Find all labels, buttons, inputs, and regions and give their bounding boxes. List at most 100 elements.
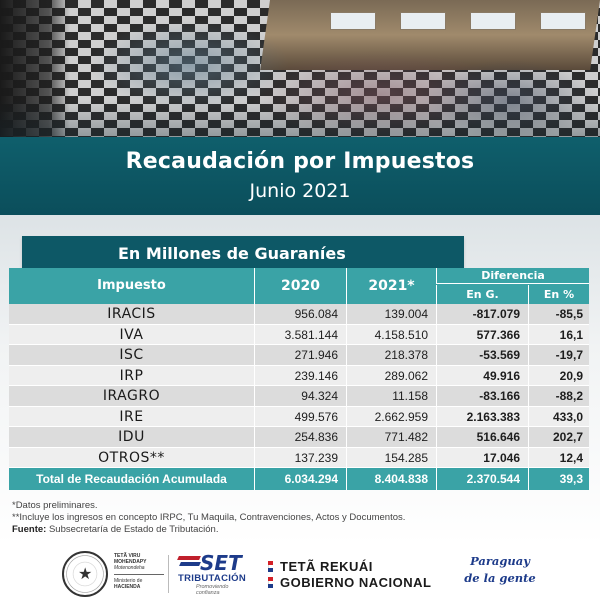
row-impuesto: ISC bbox=[119, 347, 144, 363]
row-2021: 289.062 bbox=[346, 365, 436, 386]
photo-shade bbox=[0, 100, 600, 140]
row-dif-pct: 16,1 bbox=[528, 324, 589, 345]
set-subtitle: TRIBUTACIÓN bbox=[178, 573, 247, 584]
col-2020: 2020 bbox=[254, 268, 346, 304]
col-impuesto: Impuesto bbox=[97, 278, 166, 293]
set-brand: SET bbox=[200, 551, 242, 575]
row-2021: 2.662.959 bbox=[346, 406, 436, 427]
table-row: ISC 271.946 218.378 -53.569 -19,7 bbox=[9, 345, 589, 366]
photo-shadow bbox=[0, 0, 70, 140]
table-header: Impuesto 2020 2021* Diferencia En G. En … bbox=[9, 268, 589, 304]
ministry-logo: TETÃ VIRU MOHENDAPY Motenondeha Minister… bbox=[114, 553, 164, 590]
row-2020: 239.146 bbox=[254, 365, 346, 386]
ministry-line: TETÃ VIRU bbox=[114, 553, 141, 559]
row-dif-g: -83.166 bbox=[436, 386, 528, 406]
gobierno-line-2: GOBIERNO NACIONAL bbox=[280, 575, 432, 590]
row-2021: 771.482 bbox=[346, 427, 436, 447]
total-2020: 6.034.294 bbox=[254, 468, 346, 490]
footnote-source: Fuente: Subsecretaría de Estado de Tribu… bbox=[12, 524, 592, 536]
source-text: Subsecretaría de Estado de Tributación. bbox=[46, 524, 219, 535]
row-impuesto: OTROS** bbox=[98, 449, 165, 466]
ministry-line: HACIENDA bbox=[114, 584, 141, 590]
set-logo: SET TRIBUTACIÓN Promoviendo confianza bbox=[177, 551, 250, 596]
table-row: IRP 239.146 289.062 49.916 20,9 bbox=[9, 365, 589, 386]
tax-table: Impuesto 2020 2021* Diferencia En G. En … bbox=[9, 268, 589, 490]
set-logo-bar bbox=[177, 556, 201, 560]
row-dif-pct: -85,5 bbox=[528, 304, 589, 324]
row-dif-pct: 202,7 bbox=[528, 427, 589, 447]
col-en-pct: En % bbox=[528, 285, 589, 304]
footnote-otros: **Incluye los ingresos en concepto IRPC,… bbox=[12, 512, 406, 523]
flag-icon bbox=[268, 561, 273, 572]
star-icon: ★ bbox=[78, 566, 93, 583]
row-2020: 254.836 bbox=[254, 427, 346, 447]
row-impuesto: IRP bbox=[119, 367, 144, 384]
table-row: IDU 254.836 771.482 516.646 202,7 bbox=[9, 427, 589, 448]
row-2021: 11.158 bbox=[346, 386, 436, 406]
footnote-preliminary: *Datos preliminares. bbox=[12, 500, 98, 511]
row-dif-pct: -88,2 bbox=[528, 386, 589, 406]
col-en-g: En G. bbox=[436, 285, 528, 304]
total-dif-pct: 39,3 bbox=[528, 468, 589, 490]
footnotes: *Datos preliminares. **Incluye los ingre… bbox=[12, 500, 592, 536]
national-seal-icon: ★ bbox=[62, 551, 108, 597]
row-2021: 218.378 bbox=[346, 345, 436, 365]
row-2020: 499.576 bbox=[254, 406, 346, 427]
row-2021: 4.158.510 bbox=[346, 324, 436, 345]
ministry-line: Ministerio de bbox=[114, 578, 143, 584]
ministry-line: MOHENDAPY bbox=[114, 559, 147, 565]
row-dif-g: 49.916 bbox=[436, 365, 528, 386]
row-dif-pct: 433,0 bbox=[528, 406, 589, 427]
total-2021: 8.404.838 bbox=[346, 468, 436, 490]
table-total-row: Total de Recaudación Acumulada 6.034.294… bbox=[9, 468, 589, 490]
total-dif-g: 2.370.544 bbox=[436, 468, 528, 490]
table-row: IVA 3.581.144 4.158.510 577.366 16,1 bbox=[9, 324, 589, 345]
row-dif-g: 17.046 bbox=[436, 447, 528, 468]
row-impuesto: IRACIS bbox=[107, 306, 156, 322]
gobierno-line-1: TETÃ REKUÁI bbox=[280, 559, 373, 574]
row-dif-g: 516.646 bbox=[436, 427, 528, 447]
page-subtitle: Junio 2021 bbox=[249, 180, 351, 202]
row-2020: 94.324 bbox=[254, 386, 346, 406]
row-2021: 139.004 bbox=[346, 304, 436, 324]
row-dif-g: -817.079 bbox=[436, 304, 528, 324]
slogan-line-1: Paraguay bbox=[470, 554, 530, 568]
paraguay-slogan-logo: Paraguay de la gente bbox=[455, 553, 545, 587]
slogan-line-2: de la gente bbox=[464, 571, 536, 585]
row-impuesto: IVA bbox=[119, 326, 144, 343]
table-row: OTROS** 137.239 154.285 17.046 12,4 bbox=[9, 447, 589, 468]
table-row: IRACIS 956.084 139.004 -817.079 -85,5 bbox=[9, 304, 589, 325]
title-band: Recaudación por Impuestos Junio 2021 bbox=[0, 137, 600, 215]
set-logo-bar bbox=[179, 562, 201, 566]
ministry-divider bbox=[114, 574, 164, 575]
row-2020: 956.084 bbox=[254, 304, 346, 324]
row-dif-pct: -19,7 bbox=[528, 345, 589, 365]
table-row: IRAGRO 94.324 11.158 -83.166 -88,2 bbox=[9, 386, 589, 407]
table-row: IRE 499.576 2.662.959 2.163.383 433,0 bbox=[9, 406, 589, 427]
row-dif-g: 577.366 bbox=[436, 324, 528, 345]
row-impuesto: IRE bbox=[119, 408, 144, 425]
row-2020: 137.239 bbox=[254, 447, 346, 468]
set-tagline: Promoviendo confianza bbox=[196, 584, 229, 596]
units-label: En Millones de Guaraníes bbox=[22, 236, 464, 272]
col-diferencia: Diferencia bbox=[436, 268, 589, 284]
footer-divider bbox=[168, 555, 169, 593]
row-dif-pct: 12,4 bbox=[528, 447, 589, 468]
ministry-line: Motenondeha bbox=[114, 565, 145, 571]
photo-window bbox=[540, 12, 586, 30]
header-photo bbox=[0, 0, 600, 140]
row-impuesto: IRAGRO bbox=[102, 388, 161, 404]
row-dif-g: 2.163.383 bbox=[436, 406, 528, 427]
total-label: Total de Recaudación Acumulada bbox=[36, 472, 227, 486]
col-2021: 2021* bbox=[346, 268, 436, 304]
photo-window bbox=[400, 12, 446, 30]
source-label: Fuente: bbox=[12, 524, 47, 535]
photo-window bbox=[330, 12, 376, 30]
row-2021: 154.285 bbox=[346, 447, 436, 468]
flag-icon bbox=[268, 577, 273, 588]
row-dif-pct: 20,9 bbox=[528, 365, 589, 386]
row-2020: 3.581.144 bbox=[254, 324, 346, 345]
row-impuesto: IDU bbox=[118, 429, 145, 445]
row-2020: 271.946 bbox=[254, 345, 346, 365]
photo-crowd bbox=[420, 60, 600, 140]
